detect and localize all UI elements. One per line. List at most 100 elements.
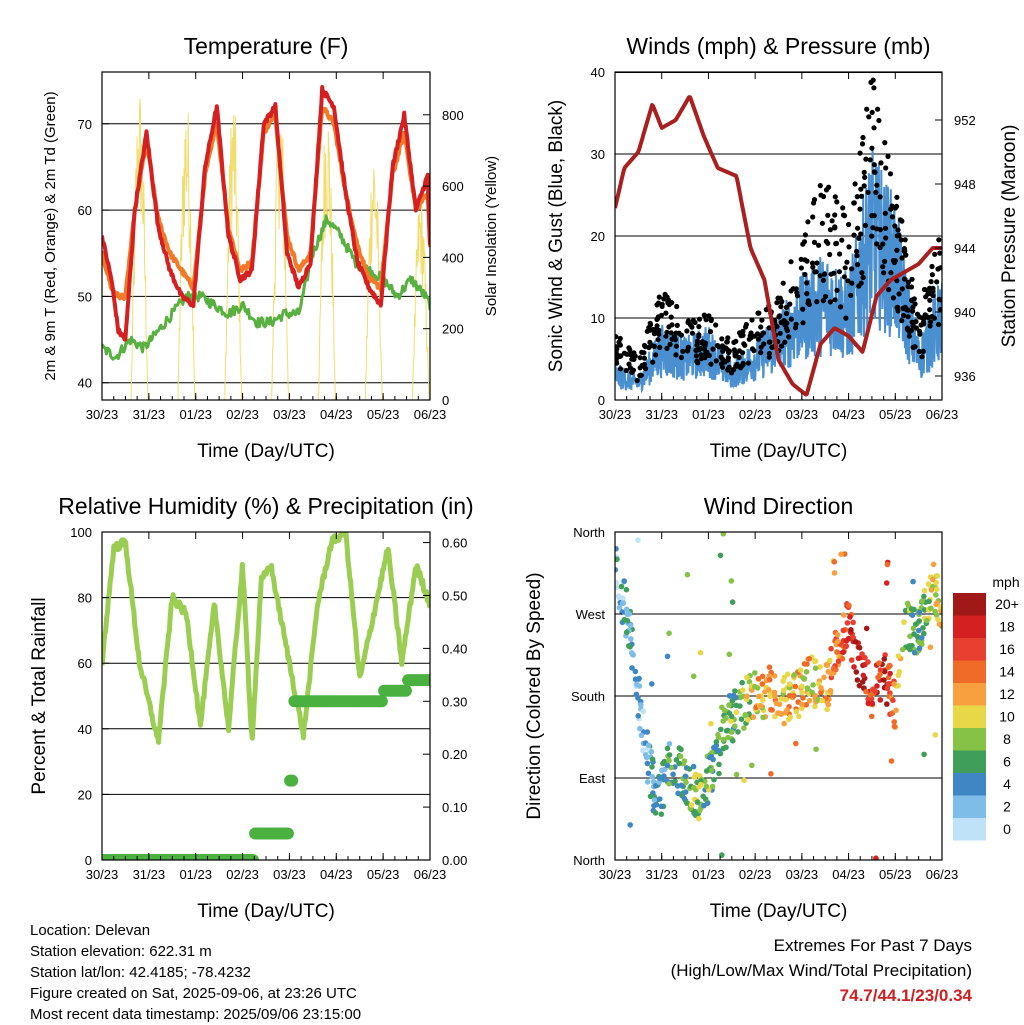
extremes-box: Extremes For Past 7 Days (High/Low/Max W… <box>671 933 972 1008</box>
direction-point <box>682 789 689 795</box>
direction-point <box>799 689 805 696</box>
direction-point <box>916 627 922 634</box>
gust-point <box>782 322 788 328</box>
gust-point <box>890 295 897 301</box>
panel3-y2-tick-label: 0.50 <box>442 588 467 603</box>
direction-point <box>884 701 890 707</box>
extremes-subtitle: (High/Low/Max Wind/Total Precipitation) <box>670 961 972 980</box>
direction-point <box>792 683 799 690</box>
direction-point <box>733 771 740 778</box>
direction-point <box>920 625 926 631</box>
direction-point <box>863 688 869 695</box>
gust-point <box>678 354 685 361</box>
colorbar-label: 16 <box>999 641 1015 657</box>
gust-point <box>694 338 700 344</box>
direction-point <box>784 707 790 713</box>
gust-point <box>888 270 894 276</box>
direction-point <box>644 779 651 785</box>
colorbar-swatch <box>953 638 986 661</box>
gust-point <box>725 357 731 363</box>
panel4-x-tick-label: 06/23 <box>926 867 959 882</box>
gust-point <box>676 330 682 336</box>
direction-point <box>749 762 755 769</box>
extremes-values: 74.7/44.1/23/0.34 <box>839 986 972 1005</box>
gust-point <box>811 239 818 245</box>
gust-point <box>685 347 691 353</box>
direction-point <box>623 629 630 636</box>
panel2-x-tick-label: 06/23 <box>926 407 959 422</box>
direction-point <box>618 583 625 590</box>
gust-point <box>880 241 886 247</box>
direction-point <box>928 605 934 612</box>
colorbar-label: 8 <box>1003 731 1011 747</box>
gust-point <box>747 333 753 339</box>
colorbar-swatch <box>953 660 986 683</box>
panel3-y-tick-label: 100 <box>70 525 92 540</box>
panel1-x-tick-label: 06/23 <box>414 407 447 422</box>
panel1-y-tick-label: 50 <box>78 289 92 304</box>
gust-point <box>917 331 923 337</box>
gust-point <box>900 305 906 311</box>
panel3-x-tick-label: 31/23 <box>133 867 166 882</box>
gust-point <box>749 346 756 352</box>
direction-point <box>926 598 932 605</box>
direction-point <box>840 649 846 655</box>
panel3-y2-tick-label: 0.20 <box>442 747 467 762</box>
direction-point <box>791 693 797 699</box>
panel3-title: Relative Humidity (%) & Precipitation (i… <box>58 493 473 519</box>
gust-point <box>905 279 912 285</box>
gust-point <box>692 319 698 326</box>
direction-point <box>726 651 733 658</box>
gust-point <box>615 360 620 366</box>
direction-point <box>715 747 722 754</box>
panel1-x-tick-label: 02/23 <box>226 407 259 422</box>
direction-point <box>918 635 925 641</box>
gust-point <box>650 359 656 365</box>
gust-point <box>858 186 864 192</box>
gust-point <box>860 274 866 281</box>
gust-point <box>857 150 863 156</box>
direction-point <box>872 688 878 695</box>
direction-point <box>637 725 643 732</box>
gust-point <box>833 241 839 247</box>
direction-point <box>730 738 736 744</box>
direction-point <box>744 674 750 681</box>
gust-point <box>936 321 942 328</box>
gust-point <box>849 280 855 286</box>
direction-point <box>738 716 745 722</box>
gust-point <box>666 324 672 330</box>
direction-point <box>910 578 916 585</box>
colorbar-swatch <box>953 593 986 616</box>
solar-insolation-line <box>102 98 430 400</box>
gust-point <box>629 369 635 375</box>
gust-point <box>704 349 710 355</box>
gust-point <box>848 292 854 298</box>
direction-point <box>803 702 810 708</box>
direction-point <box>692 810 699 817</box>
gust-point <box>777 295 783 301</box>
gust-point <box>827 299 834 305</box>
direction-point <box>690 763 697 770</box>
panel3-x-tick-label: 02/23 <box>226 867 259 882</box>
gust-point <box>929 272 936 278</box>
direction-point <box>801 661 808 667</box>
gust-point <box>817 273 823 279</box>
gust-point <box>798 265 805 271</box>
direction-point <box>703 783 710 790</box>
gust-point <box>882 258 888 264</box>
direction-point <box>752 670 758 676</box>
gust-point <box>743 321 750 328</box>
gust-point <box>729 370 735 376</box>
gust-point <box>827 227 834 233</box>
direction-point <box>662 766 668 773</box>
direction-point <box>694 799 701 805</box>
gust-point <box>731 339 737 345</box>
direction-point <box>755 693 762 700</box>
direction-point <box>652 810 659 816</box>
direction-point <box>621 616 628 623</box>
gust-point <box>663 333 669 339</box>
gust-point <box>800 306 806 312</box>
colorbar-swatch <box>953 773 986 796</box>
panel3-y2-tick-label: 0.40 <box>442 641 467 656</box>
gust-point <box>920 348 926 354</box>
